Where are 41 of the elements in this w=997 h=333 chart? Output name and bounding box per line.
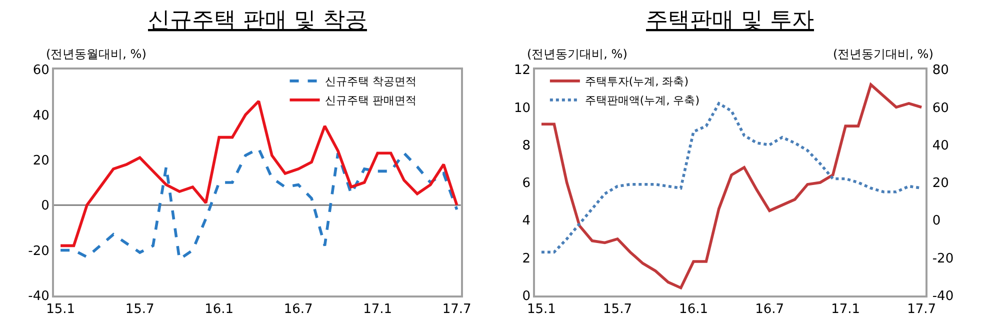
y-tick-label: 8 bbox=[522, 138, 531, 154]
y-tick-label: 20 bbox=[32, 153, 50, 168]
x-tick-label: 15.7 bbox=[603, 302, 632, 317]
y-tick-label: 12 bbox=[514, 63, 531, 78]
x-tick-label: 16.7 bbox=[284, 302, 313, 317]
y-tick-label: 6 bbox=[522, 176, 531, 192]
y-axis-title: (전년동기대비, %) bbox=[527, 47, 628, 61]
x-tick-label: 15.7 bbox=[125, 302, 154, 317]
y2-tick-label: 0 bbox=[932, 214, 941, 229]
y-tick-label: -20 bbox=[28, 244, 50, 259]
y-tick-label: -40 bbox=[28, 288, 50, 304]
y2-tick-label: -40 bbox=[932, 288, 954, 304]
y-tick-label: 0 bbox=[522, 288, 531, 304]
x-tick-label: 16.1 bbox=[679, 302, 708, 317]
y-tick-label: 0 bbox=[41, 198, 50, 214]
legend-label: 신규주택 판매면적 bbox=[324, 94, 416, 108]
y-axis-title: (전년동월대비, %) bbox=[46, 47, 146, 61]
y2-tick-label: 80 bbox=[932, 63, 949, 78]
chart-title: 주택판매 및 투자 bbox=[646, 8, 814, 33]
y2-tick-label: 60 bbox=[932, 100, 949, 116]
y-tick-label: 10 bbox=[514, 100, 531, 116]
y-tick-label: 4 bbox=[522, 214, 531, 229]
x-tick-label: 17.7 bbox=[907, 302, 936, 317]
y-tick-label: 2 bbox=[522, 251, 531, 266]
legend-label: 주택투자(누계, 좌축) bbox=[584, 75, 688, 88]
x-tick-label: 17.7 bbox=[442, 302, 472, 317]
y-tick-label: 60 bbox=[32, 63, 50, 78]
y2-tick-label: -20 bbox=[932, 251, 954, 266]
x-tick-label: 17.1 bbox=[363, 302, 392, 317]
y2-tick-label: 40 bbox=[932, 138, 949, 154]
x-tick-label: 15.1 bbox=[46, 302, 76, 317]
y-tick-label: 40 bbox=[32, 108, 50, 124]
x-tick-label: 15.1 bbox=[526, 302, 556, 317]
x-tick-label: 16.7 bbox=[755, 302, 784, 317]
x-tick-label: 17.1 bbox=[831, 302, 860, 317]
legend-label: 신규주택 착공면적 bbox=[324, 75, 416, 88]
x-tick-label: 16.1 bbox=[204, 302, 234, 317]
chart-title: 신규주택 판매 및 착공 bbox=[148, 8, 367, 33]
y2-axis-title: (전년동기대비, %) bbox=[833, 47, 934, 61]
legend-label: 주택판매액(누계, 우축) bbox=[584, 94, 700, 108]
y2-tick-label: 20 bbox=[932, 176, 949, 192]
